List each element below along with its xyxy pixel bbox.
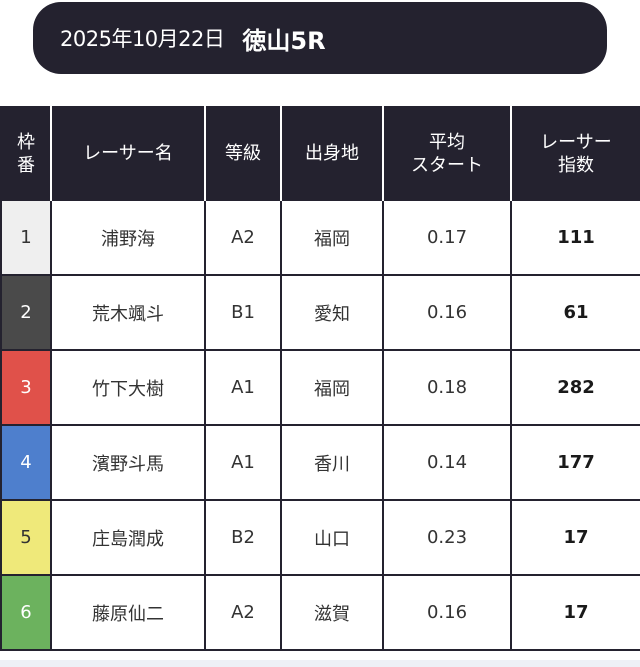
racer-avg-start: 0.16 [382,274,512,351]
frame-number: 1 [0,199,52,276]
col-header-name: レーサー名 [50,107,205,200]
racer-index: 61 [510,274,640,351]
table-row: 3 竹下大樹 A1 福岡 0.18 282 [0,349,640,426]
racer-origin: 香川 [280,424,384,501]
racer-index: 282 [510,349,640,426]
frame-number: 3 [0,349,52,426]
racer-avg-start: 0.17 [382,199,512,276]
col-header-racer-index: レーサー 指数 [510,107,640,200]
racer-name: 浦野海 [50,199,206,276]
racer-avg-start: 0.14 [382,424,512,501]
racer-grade: A1 [204,349,282,426]
page-bottom-strip [0,660,640,667]
table-header-row: 枠番 レーサー名 等級 出身地 平均 スタート レーサー 指数 [1,107,640,200]
racer-name: 濱野斗馬 [50,424,206,501]
col-header-grade: 等級 [204,107,281,200]
racer-name: 庄島潤成 [50,499,206,576]
racer-index: 17 [510,499,640,576]
race-title: 徳山5R [242,26,326,55]
racer-grade: B1 [204,274,282,351]
frame-number: 6 [0,574,52,651]
table-row: 5 庄島潤成 B2 山口 0.23 17 [0,499,640,576]
racer-avg-start: 0.18 [382,349,512,426]
racer-origin: 福岡 [280,199,384,276]
table-row: 1 浦野海 A2 福岡 0.17 111 [0,199,640,276]
col-header-origin: 出身地 [280,107,383,200]
col-header-frame: 枠番 [1,107,51,200]
racer-avg-start: 0.23 [382,499,512,576]
racer-table: 枠番 レーサー名 等級 出身地 平均 スタート レーサー 指数 1 浦野海 A2 福… [0,106,640,651]
table-row: 2 荒木颯斗 B1 愛知 0.16 61 [0,274,640,351]
racer-origin: 滋賀 [280,574,384,651]
frame-number: 4 [0,424,52,501]
racer-name: 藤原仙二 [50,574,206,651]
racer-grade: B2 [204,499,282,576]
racer-name: 竹下大樹 [50,349,206,426]
racer-index: 177 [510,424,640,501]
frame-number: 2 [0,274,52,351]
racer-origin: 山口 [280,499,384,576]
table-row: 4 濱野斗馬 A1 香川 0.14 177 [0,424,640,501]
racer-avg-start: 0.16 [382,574,512,651]
race-date: 2025年10月22日 [60,27,225,51]
table-row: 6 藤原仙二 A2 滋賀 0.16 17 [0,574,640,651]
racer-index: 17 [510,574,640,651]
racer-grade: A2 [204,199,282,276]
racer-grade: A2 [204,574,282,651]
col-header-avg-start: 平均 スタート [382,107,511,200]
racer-name: 荒木颯斗 [50,274,206,351]
racer-index: 111 [510,199,640,276]
racer-grade: A1 [204,424,282,501]
race-header: 2025年10月22日 徳山5R [33,2,607,74]
racer-origin: 愛知 [280,274,384,351]
frame-number: 5 [0,499,52,576]
racer-origin: 福岡 [280,349,384,426]
